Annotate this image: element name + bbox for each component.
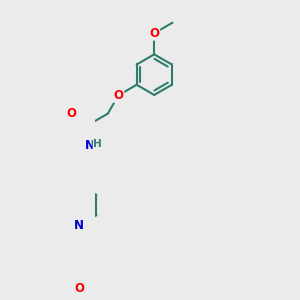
Text: O: O — [74, 282, 84, 295]
Text: N: N — [74, 219, 84, 232]
Text: O: O — [66, 107, 76, 120]
Text: H: H — [93, 139, 102, 149]
Text: O: O — [113, 89, 123, 102]
Text: N: N — [85, 139, 94, 152]
Text: O: O — [149, 27, 159, 40]
